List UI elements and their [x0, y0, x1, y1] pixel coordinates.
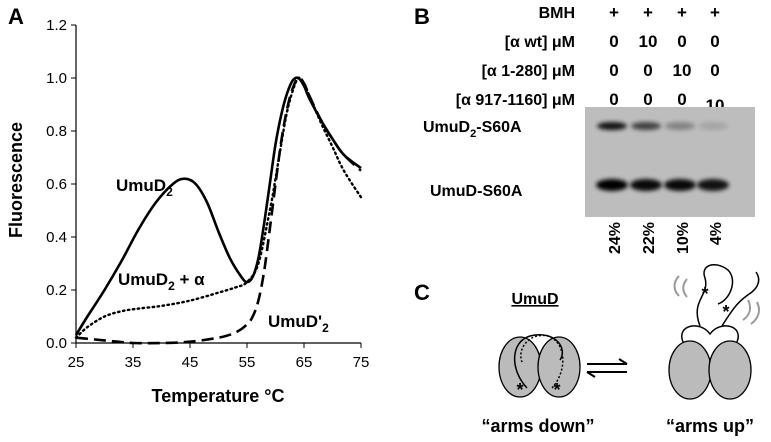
band-dimer: [597, 122, 627, 130]
arm-up-left: [696, 263, 734, 327]
motion-mark-right-2: [750, 301, 760, 325]
condition-value: 0: [609, 61, 618, 80]
panel-b-letter: B: [414, 4, 430, 29]
band-dimer: [698, 122, 728, 130]
motion-mark-left-2: [682, 278, 688, 298]
arm-left: [513, 334, 563, 389]
y-tick-label: 0.6: [46, 176, 67, 193]
percentage-label: 10%: [675, 222, 692, 254]
arm-up-right: [721, 271, 760, 327]
asterisk-up-left: *: [701, 284, 708, 304]
y-tick-label: 0.4: [46, 229, 67, 246]
percentage-label: 24%: [607, 222, 624, 254]
chart-a: 25 35 45 55 65 75 0.0 0.2 0.4 0.6 0.8 1.0 1.2 Tempe…: [6, 17, 369, 406]
gel: [585, 107, 755, 217]
gel-bands: [596, 122, 729, 191]
x-tick-label: 25: [68, 354, 85, 371]
asterisk-left: *: [516, 380, 523, 400]
condition-label: [α wt] μM: [505, 34, 575, 51]
percentage-labels: 24% 22% 10% 4%: [607, 222, 725, 254]
y-tick-label: 0.0: [46, 335, 67, 352]
series-line-2: [75, 76, 362, 345]
percentage-label: 22%: [641, 222, 658, 254]
y-tick-label: 1.0: [46, 70, 67, 87]
band-monomer: [697, 179, 729, 191]
x-tick-label: 45: [182, 354, 199, 371]
annotation-umud2: UmuD2: [116, 176, 173, 199]
arrow-forward-head: [618, 358, 628, 365]
percentage-label: 4%: [708, 222, 725, 245]
condition-table: BMH + + + + [α wt] μM 0 10 0 0 [α 1-280] μM 0 0 10 0 [α…: [456, 3, 725, 115]
annotation-umudprime2: UmuD'2: [268, 312, 329, 335]
panel-b: B BMH + + + + [α wt] μM 0 10 0 0 [α 1-280] μM 0 0 10 0…: [414, 3, 755, 254]
y-tick-label: 1.2: [46, 17, 67, 34]
annotation-umud2-alpha: UmuD2 + α: [118, 270, 205, 293]
condition-label: [α 917-1160] μM: [456, 92, 575, 109]
equilibrium-arrows: [586, 358, 628, 378]
arms-up-top-loops: [681, 325, 739, 343]
condition-value: 0: [710, 61, 719, 80]
arms-down-dimer: * *: [498, 334, 581, 400]
band-label-dimer: UmuD2-S60A: [423, 119, 522, 140]
arms-up-subunit-right: [708, 340, 752, 400]
y-axis-label: Fluorescence: [6, 122, 26, 238]
panel-c-letter: C: [414, 280, 430, 305]
y-ticks: 0.0 0.2 0.4 0.6 0.8 1.0 1.2: [46, 17, 76, 352]
condition-value: 0: [677, 32, 686, 51]
panel-c: C UmuD * * * *: [414, 263, 760, 436]
umud-title: UmuD: [511, 291, 558, 308]
condition-value: +: [609, 3, 619, 22]
condition-value: +: [710, 3, 720, 22]
arms-up-subunit-left: [668, 340, 712, 400]
state-label-arms-up: “arms up”: [666, 416, 754, 436]
band-monomer: [630, 179, 662, 191]
arms-up-dimer: * *: [668, 263, 760, 400]
band-dimer: [665, 122, 695, 130]
y-tick-label: 0.2: [46, 282, 67, 299]
condition-label: [α 1-280] μM: [482, 63, 575, 80]
asterisk-up-right: *: [722, 302, 729, 322]
y-tick-label: 0.8: [46, 123, 67, 140]
condition-value: 0: [677, 90, 686, 109]
condition-value: 10: [639, 32, 658, 51]
band-monomer: [664, 179, 696, 191]
condition-value: 0: [710, 32, 719, 51]
x-ticks: 25 35 45 55 65 75: [68, 343, 370, 371]
arrow-back-head: [586, 371, 596, 378]
state-label-arms-down: “arms down”: [481, 416, 594, 436]
condition-value: 0: [609, 90, 618, 109]
x-tick-label: 35: [125, 354, 142, 371]
arms-down-subunit-right: [537, 336, 581, 398]
band-monomer: [596, 179, 628, 191]
condition-label: BMH: [539, 5, 575, 22]
x-tick-label: 75: [353, 354, 370, 371]
x-axis-label: Temperature °C: [152, 386, 285, 406]
condition-value: 10: [673, 61, 692, 80]
band-label-monomer: UmuD-S60A: [430, 183, 523, 200]
condition-value: 0: [643, 61, 652, 80]
arm-right: [520, 334, 564, 389]
condition-value: +: [677, 3, 687, 22]
condition-value: 0: [643, 90, 652, 109]
series-lines: [74, 76, 363, 345]
band-dimer: [631, 122, 661, 130]
x-tick-label: 55: [239, 354, 256, 371]
panel-a-letter: A: [8, 4, 24, 29]
x-tick-label: 65: [296, 354, 313, 371]
panel-a: A 25 35 45 55 65 75 0.0 0.2 0.4 0.6 0.8 1.0 1.2 Tem…: [6, 4, 369, 406]
condition-value: 0: [609, 32, 618, 51]
condition-value: +: [643, 3, 653, 22]
motion-mark-right-1: [742, 299, 752, 321]
motion-mark-left-1: [673, 275, 680, 297]
asterisk-right: *: [553, 380, 560, 400]
